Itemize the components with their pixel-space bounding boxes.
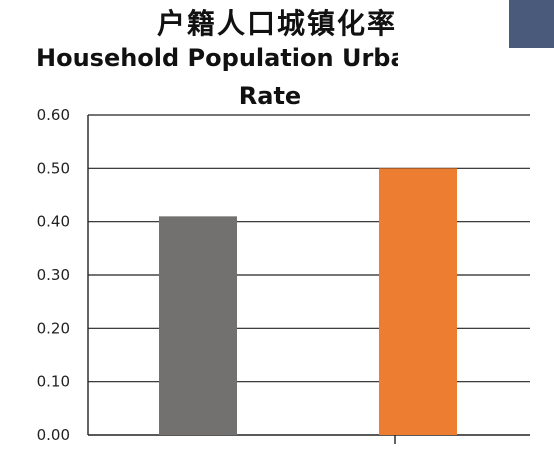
bar-1 [159,216,237,435]
y-tick-label: 0.50 [37,159,70,177]
y-tick-labels: 0.00 0.10 0.20 0.30 0.40 0.50 0.60 [37,106,70,444]
slide-corner-decoration [509,0,554,48]
y-tick-label: 0.20 [37,319,70,337]
bar-2 [379,168,457,436]
bars [159,168,457,436]
y-tick-label: 0.40 [37,213,70,231]
y-tick-label: 0.00 [37,426,70,444]
y-tick-label: 0.10 [37,373,70,391]
chart-title-english-line1: Household Population Urba [36,44,398,72]
y-tick-label: 0.30 [37,266,70,284]
axes [87,115,530,444]
chart-title-chinese: 户籍人口城镇化率 [156,7,397,40]
gridlines [88,114,530,383]
y-tick-label: 0.60 [37,106,70,124]
chart-title-english-line2: Rate [238,82,302,110]
